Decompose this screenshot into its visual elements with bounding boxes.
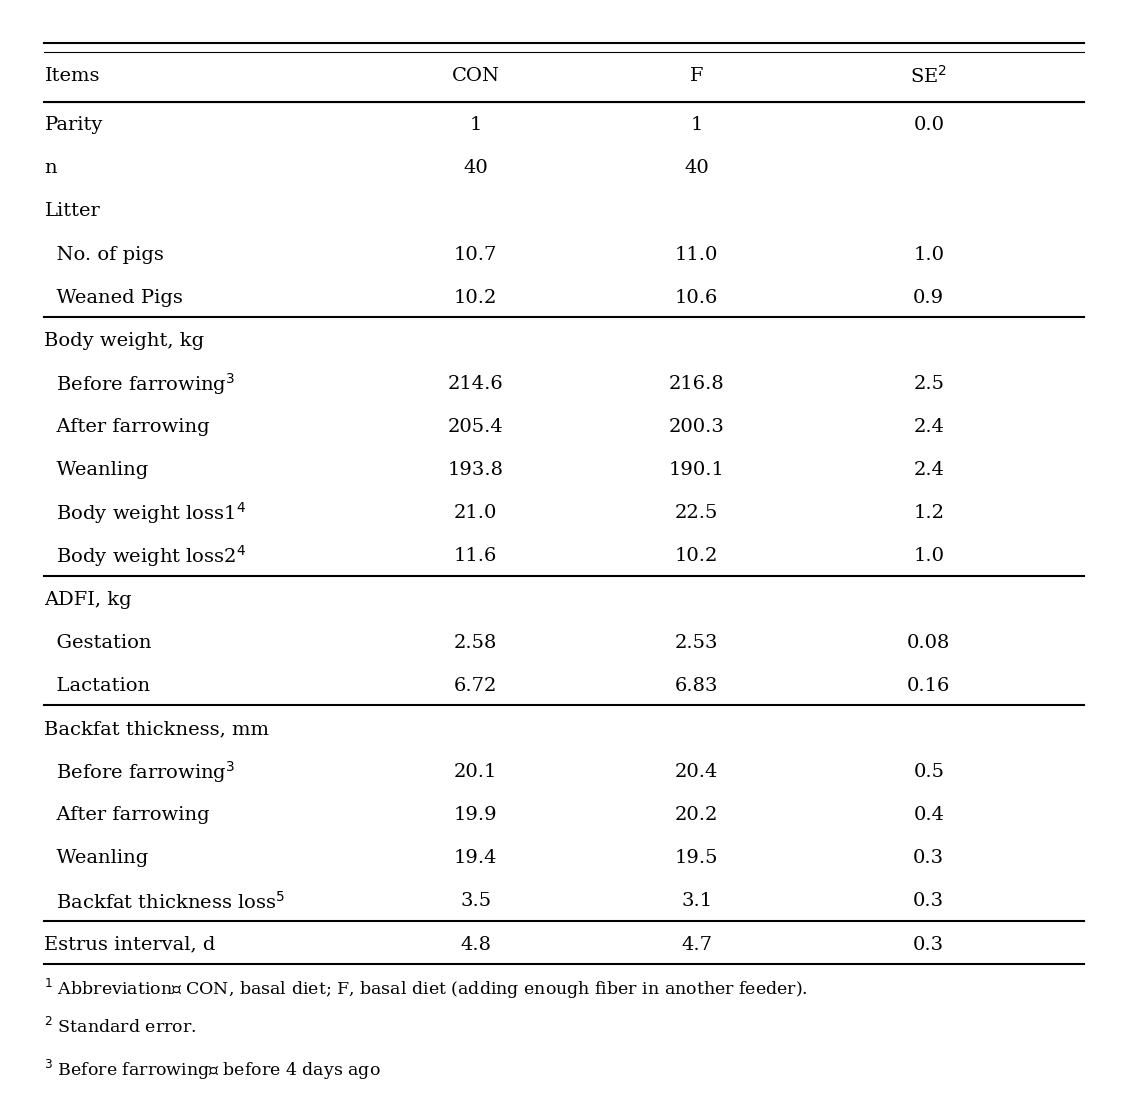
Text: 20.2: 20.2 (675, 807, 719, 824)
Text: 2.4: 2.4 (914, 462, 944, 479)
Text: 1: 1 (690, 116, 703, 134)
Text: Before farrowing$^3$: Before farrowing$^3$ (44, 759, 236, 785)
Text: 3.5: 3.5 (460, 892, 491, 910)
Text: 0.3: 0.3 (914, 935, 944, 954)
Text: 19.9: 19.9 (453, 807, 497, 824)
Text: 200.3: 200.3 (669, 418, 724, 436)
Text: Backfat thickness, mm: Backfat thickness, mm (44, 720, 270, 737)
Text: 6.72: 6.72 (453, 677, 497, 695)
Text: Lactation: Lactation (44, 677, 150, 695)
Text: 19.4: 19.4 (453, 850, 497, 867)
Text: 22.5: 22.5 (675, 504, 719, 522)
Text: 0.16: 0.16 (907, 677, 951, 695)
Text: Weaned Pigs: Weaned Pigs (44, 289, 184, 307)
Text: $^1$ Abbreviation： CON, basal diet; F, basal diet (adding enough fiber in anothe: $^1$ Abbreviation： CON, basal diet; F, b… (44, 977, 808, 1001)
Text: 0.08: 0.08 (907, 634, 951, 652)
Text: 0.3: 0.3 (914, 892, 944, 910)
Text: 205.4: 205.4 (448, 418, 503, 436)
Text: 0.9: 0.9 (914, 289, 944, 307)
Text: 19.5: 19.5 (675, 850, 719, 867)
Text: 214.6: 214.6 (448, 375, 503, 393)
Text: 2.4: 2.4 (914, 418, 944, 436)
Text: 20.4: 20.4 (675, 763, 719, 781)
Text: 4.8: 4.8 (460, 935, 491, 954)
Text: 190.1: 190.1 (669, 462, 724, 479)
Text: 11.6: 11.6 (453, 547, 497, 565)
Text: 193.8: 193.8 (448, 462, 503, 479)
Text: Estrus interval, d: Estrus interval, d (44, 935, 215, 954)
Text: $^4$ Body weight loss： 1, before farrowing to after farrowing; 2, after farrowin: $^4$ Body weight loss： 1, before farrowi… (44, 1098, 838, 1099)
Text: 11.0: 11.0 (675, 245, 719, 264)
Text: 0.0: 0.0 (914, 116, 944, 134)
Text: Body weight loss2$^4$: Body weight loss2$^4$ (44, 544, 247, 569)
Text: Litter: Litter (44, 202, 100, 221)
Text: 1: 1 (469, 116, 482, 134)
Text: n: n (44, 159, 58, 177)
Text: $^3$ Before farrowing： before 4 days ago: $^3$ Before farrowing： before 4 days ago (44, 1057, 381, 1081)
Text: 4.7: 4.7 (681, 935, 712, 954)
Text: Items: Items (44, 67, 100, 85)
Text: 40: 40 (685, 159, 710, 177)
Text: $^2$ Standard error.: $^2$ Standard error. (44, 1018, 196, 1037)
Text: 0.3: 0.3 (914, 850, 944, 867)
Text: Before farrowing$^3$: Before farrowing$^3$ (44, 371, 236, 397)
Text: 1.2: 1.2 (914, 504, 944, 522)
Text: 6.83: 6.83 (675, 677, 719, 695)
Text: 10.2: 10.2 (453, 289, 497, 307)
Text: 21.0: 21.0 (453, 504, 497, 522)
Text: 2.5: 2.5 (914, 375, 944, 393)
Text: 2.58: 2.58 (453, 634, 497, 652)
Text: Gestation: Gestation (44, 634, 152, 652)
Text: After farrowing: After farrowing (44, 418, 210, 436)
Text: F: F (690, 67, 704, 85)
Text: 1.0: 1.0 (914, 245, 944, 264)
Text: Weanling: Weanling (44, 850, 149, 867)
Text: After farrowing: After farrowing (44, 807, 210, 824)
Text: SE$^2$: SE$^2$ (910, 65, 948, 87)
Text: 1.0: 1.0 (914, 547, 944, 565)
Text: Weanling: Weanling (44, 462, 149, 479)
Text: No. of pigs: No. of pigs (44, 245, 165, 264)
Text: Backfat thickness loss$^5$: Backfat thickness loss$^5$ (44, 890, 285, 912)
Text: 40: 40 (464, 159, 488, 177)
Text: 10.6: 10.6 (675, 289, 719, 307)
Text: Body weight, kg: Body weight, kg (44, 332, 204, 349)
Text: 2.53: 2.53 (675, 634, 719, 652)
Text: 0.4: 0.4 (914, 807, 944, 824)
Text: 10.7: 10.7 (453, 245, 497, 264)
Text: 10.2: 10.2 (675, 547, 719, 565)
Text: 3.1: 3.1 (681, 892, 712, 910)
Text: 0.5: 0.5 (914, 763, 944, 781)
Text: ADFI, kg: ADFI, kg (44, 590, 132, 609)
Text: 216.8: 216.8 (669, 375, 724, 393)
Text: CON: CON (451, 67, 500, 85)
Text: Body weight loss1$^4$: Body weight loss1$^4$ (44, 500, 247, 526)
Text: 20.1: 20.1 (453, 763, 497, 781)
Text: Parity: Parity (44, 116, 103, 134)
